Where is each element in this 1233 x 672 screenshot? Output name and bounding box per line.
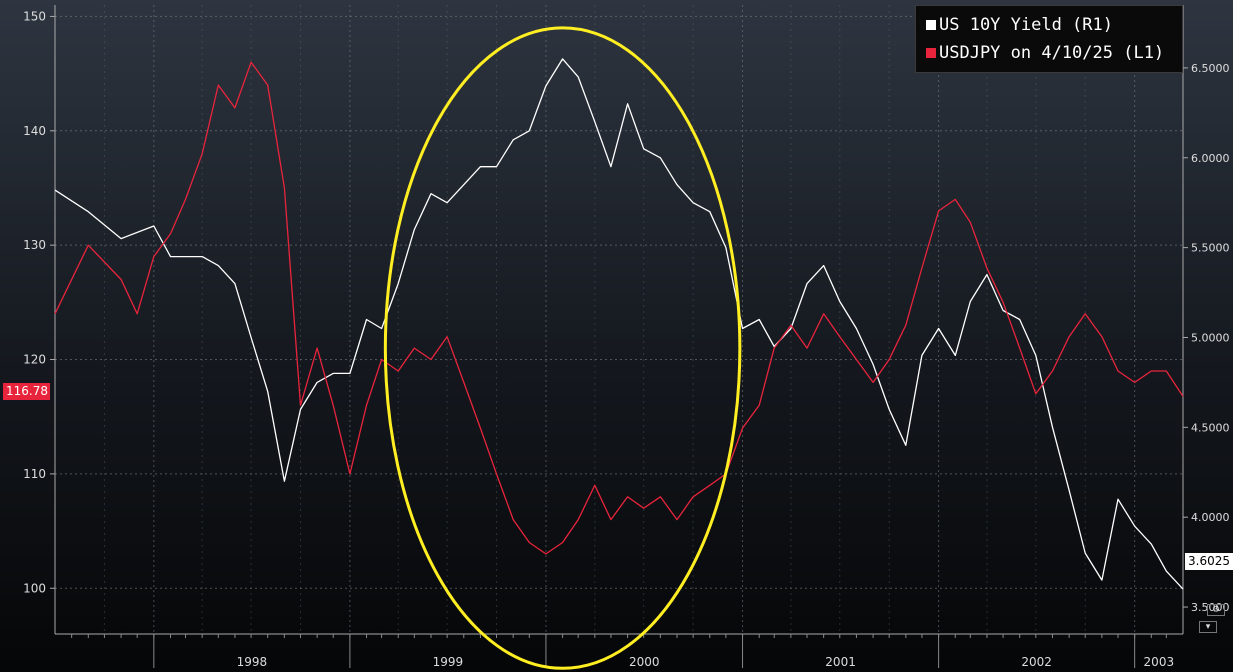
legend-item-usdjpy: USDJPY on 4/10/25 (L1)	[926, 43, 1164, 63]
x-tick-label: 1998	[237, 655, 268, 669]
last-value-badge-left: 116.78	[3, 383, 50, 400]
gear-icon[interactable]: ⚙	[1207, 604, 1225, 616]
x-tick-label: 2000	[629, 655, 660, 669]
highlight-ellipse	[383, 26, 742, 670]
legend-item-us-10y: US 10Y Yield (R1)	[926, 15, 1113, 35]
legend-label: USDJPY on 4/10/25 (L1)	[939, 43, 1165, 63]
y-left-tick-label: 120	[23, 353, 46, 367]
x-tick-label: 2003	[1144, 655, 1175, 669]
y-right-tick-label: 5.0000	[1191, 331, 1230, 344]
x-tick-label: 2002	[1021, 655, 1052, 669]
y-right-tick-label: 5.5000	[1191, 242, 1230, 255]
y-left-tick-label: 130	[23, 238, 46, 252]
legend-swatch-white	[926, 20, 936, 30]
y-right-tick-label: 6.5000	[1191, 62, 1230, 75]
chart-legend: US 10Y Yield (R1) USDJPY on 4/10/25 (L1)	[915, 5, 1183, 73]
y-right-tick-label: 4.5000	[1191, 421, 1230, 434]
y-left-tick-label: 110	[23, 467, 46, 481]
y-left-tick-label: 140	[23, 124, 46, 138]
legend-swatch-red	[926, 48, 936, 58]
x-tick-label: 1999	[433, 655, 464, 669]
y-left-tick-label: 150	[23, 9, 46, 23]
last-value-badge-right: 3.6025	[1185, 553, 1233, 570]
series-line-usdjpy	[54, 61, 1184, 555]
x-tick-label: 2001	[825, 655, 856, 669]
dropdown-icon[interactable]: ▾	[1199, 621, 1217, 633]
y-right-tick-label: 6.0000	[1191, 152, 1230, 165]
y-right-tick-label: 4.0000	[1191, 511, 1230, 524]
y-left-tick-label: 100	[23, 581, 46, 595]
legend-label: US 10Y Yield (R1)	[939, 15, 1113, 35]
series-line-us-10y-yield	[54, 58, 1184, 590]
